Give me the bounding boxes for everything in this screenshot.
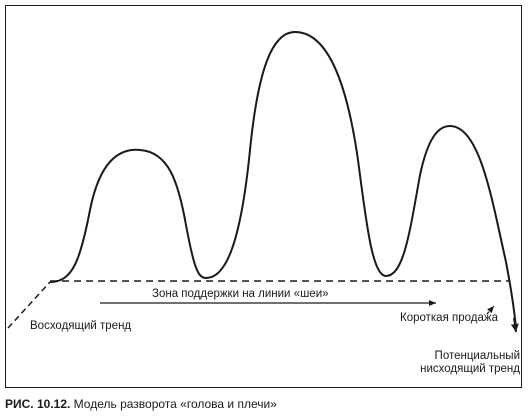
- uptrend-dashed-line: [7, 281, 51, 329]
- figure-caption: РИС. 10.12. Модель разворота «голова и п…: [5, 397, 277, 411]
- potential-downtrend-label-line1: Потенциальный: [434, 350, 520, 362]
- figure-frame: [5, 5, 522, 388]
- potential-downtrend-label-line2: нисходящий тренд: [420, 363, 520, 375]
- figure-number: РИС. 10.12.: [5, 397, 71, 411]
- short-sale-arrow: [486, 305, 495, 315]
- price-curve: [49, 30, 517, 329]
- support-zone-label: Зона поддержки на линии «шеи»: [152, 288, 329, 300]
- uptrend-label: Восходящий тренд: [30, 320, 132, 332]
- short-sale-label: Короткая продажа: [400, 312, 498, 324]
- figure-title: Модель разворота «голова и плечи»: [73, 397, 277, 411]
- breakdown-arrow: [510, 317, 519, 333]
- potential-downtrend-label: Потенциальный нисходящий тренд: [420, 350, 520, 376]
